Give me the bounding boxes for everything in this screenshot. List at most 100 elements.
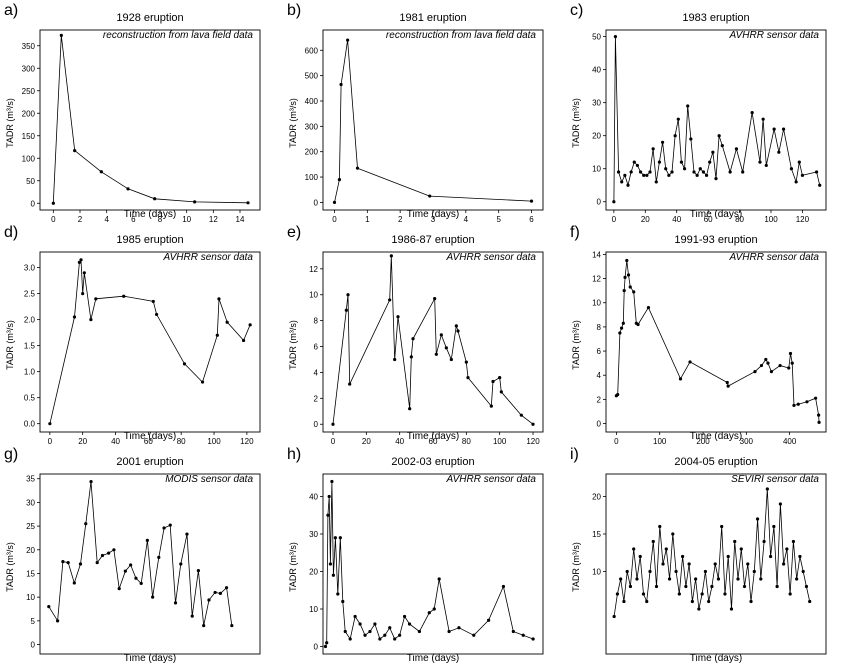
data-point — [333, 536, 337, 540]
data-point — [674, 569, 678, 574]
x-tick-label: 12 — [209, 215, 218, 224]
data-point — [801, 569, 805, 574]
data-point — [117, 587, 121, 591]
x-tick-label: 20 — [78, 437, 87, 446]
y-tick-label: 20 — [592, 493, 601, 502]
data-point — [454, 324, 458, 328]
data-point — [616, 392, 620, 397]
data-point — [348, 637, 352, 641]
data-point — [788, 592, 792, 596]
y-tick-label: 250 — [22, 87, 36, 96]
data-point — [126, 187, 130, 191]
data-point — [660, 140, 665, 144]
data-point — [677, 592, 681, 596]
x-axis-label: Time (days) — [689, 209, 743, 220]
data-point — [82, 271, 86, 275]
data-point — [623, 173, 627, 177]
x-tick-label: 80 — [177, 437, 186, 446]
plot-frame — [39, 473, 261, 655]
chart-svg: 0 20 40 60 80 100 120 0 2 4 6 8 10 12 — [309, 251, 544, 446]
data-point — [417, 629, 422, 634]
y-tick-label: 300 — [22, 64, 36, 73]
data-point — [734, 147, 739, 151]
data-point — [797, 160, 801, 164]
data-point — [331, 422, 335, 426]
y-tick-label: 25 — [26, 522, 35, 531]
data-point — [77, 260, 82, 265]
data-point — [498, 376, 502, 380]
data-point — [720, 143, 724, 148]
data-point — [759, 363, 764, 368]
data-point — [193, 200, 197, 204]
data-point — [344, 308, 348, 312]
data-point — [687, 562, 691, 566]
series-line — [334, 40, 532, 203]
data-point — [646, 305, 651, 310]
y-tick-label: 12 — [309, 265, 318, 274]
data-point — [56, 619, 60, 623]
data-point — [749, 599, 753, 604]
y-tick-label: 2 — [597, 395, 602, 404]
data-point — [326, 513, 330, 517]
chart-title: 1983 eruption — [682, 12, 750, 24]
data-point — [383, 633, 387, 637]
data-point — [612, 200, 616, 204]
data-point — [151, 595, 155, 599]
plot-frame — [605, 251, 827, 433]
data-point — [814, 170, 819, 174]
data-point — [688, 360, 692, 364]
y-tick-label: 50 — [26, 177, 35, 186]
data-point — [710, 584, 714, 589]
data-point — [207, 598, 211, 602]
data-point — [796, 402, 800, 406]
data-point — [782, 562, 786, 566]
data-point — [393, 637, 397, 641]
y-tick-label: 0 — [597, 420, 602, 429]
data-point — [407, 622, 412, 626]
data-point — [657, 160, 662, 164]
series-line — [616, 260, 820, 423]
data-source-note: AVHRR sensor data — [729, 30, 820, 41]
y-tick-label: 50 — [592, 33, 601, 42]
data-point — [621, 321, 625, 325]
data-point — [632, 290, 636, 294]
data-point — [213, 590, 217, 595]
x-tick-label: 0 — [331, 437, 336, 446]
data-point — [487, 618, 491, 622]
x-axis-label: Time (days) — [123, 431, 177, 442]
data-point — [728, 170, 732, 174]
data-point — [332, 200, 337, 204]
data-point — [531, 637, 535, 641]
x-tick-label: 4 — [104, 215, 109, 224]
y-tick-label: 8 — [314, 317, 319, 326]
x-tick-label: 100 — [207, 437, 221, 446]
data-point — [84, 522, 88, 526]
y-tick-label: 400 — [305, 97, 319, 106]
y-tick-label: 6 — [314, 343, 319, 352]
data-point — [638, 170, 643, 174]
x-tick-label: 60 — [704, 215, 713, 224]
data-point — [79, 258, 83, 262]
data-point — [792, 403, 796, 408]
data-point — [339, 82, 343, 87]
data-point — [336, 592, 340, 596]
data-point — [791, 539, 796, 544]
data-point — [805, 400, 809, 404]
y-tick-label: 100 — [305, 173, 319, 182]
data-point — [489, 404, 493, 408]
data-point — [157, 555, 161, 559]
data-point — [531, 422, 535, 426]
y-tick-label: 4 — [314, 368, 319, 377]
y-tick-label: 0 — [314, 198, 319, 207]
x-tick-label: 300 — [740, 437, 754, 446]
data-point — [123, 569, 127, 573]
y-tick-label: 200 — [22, 109, 36, 118]
data-point — [89, 318, 93, 322]
data-point — [642, 173, 646, 177]
data-point — [694, 577, 698, 581]
data-point — [72, 581, 76, 585]
panel-letter: b) — [287, 2, 302, 19]
y-tick-label: 15 — [26, 569, 35, 578]
y-tick-label: 2.0 — [24, 316, 36, 325]
data-point — [817, 413, 821, 417]
